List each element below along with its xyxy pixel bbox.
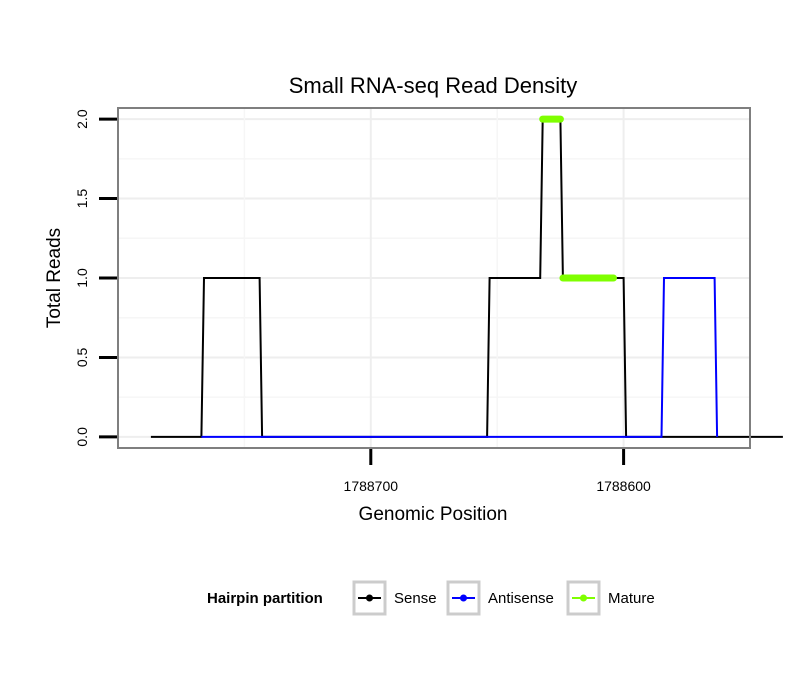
y-axis-title: Total Reads [44,228,65,328]
y-tick-label: 1.0 [74,268,90,288]
legend-key-sense-dot [366,594,373,602]
legend-key-mature-dot [580,594,587,602]
chart-title: Small RNA-seq Read Density [289,73,578,98]
series-layer [150,115,783,438]
y-tick-label: 1.5 [74,189,90,209]
legend-key-antisense-dot [460,594,467,602]
legend-label-mature: Mature [608,590,655,607]
y-tick-label: 0.0 [74,427,90,447]
x-axis-title: Genomic Position [359,504,508,525]
y-tick-label: 2.0 [74,109,90,129]
y-axis: 0.0 0.5 1.0 1.5 2.0 [74,109,117,447]
legend-title: Hairpin partition [207,590,323,607]
legend: Hairpin partition Sense Antisense Mature [207,580,655,616]
legend-label-antisense: Antisense [488,590,554,607]
x-axis: 1788700 1788600 [344,449,651,494]
legend-label-sense: Sense [394,590,437,607]
x-tick-label: 1788700 [344,478,399,494]
plot-panel [117,107,783,449]
y-tick-label: 0.5 [74,347,90,367]
plot-border [117,107,751,449]
x-tick-label: 1788600 [596,478,651,494]
series-antisense-line [201,277,719,438]
